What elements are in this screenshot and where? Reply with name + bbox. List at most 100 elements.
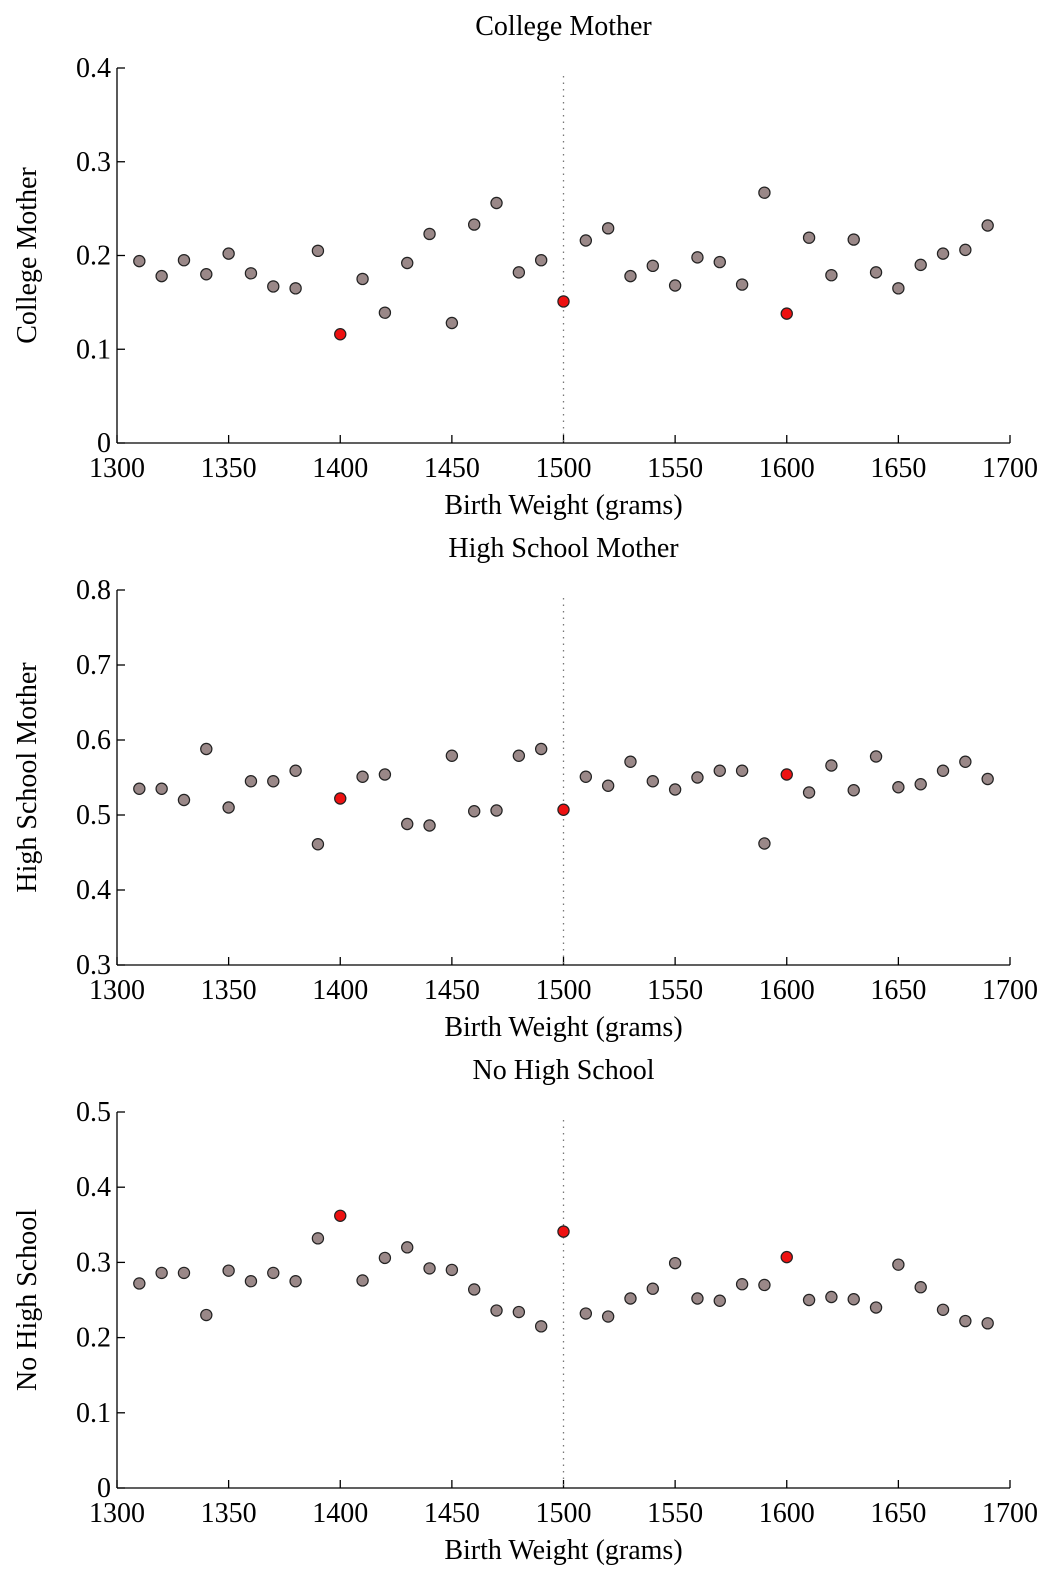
- y-tick-label: 0.2: [76, 241, 111, 272]
- x-tick-label: 1650: [870, 975, 926, 1006]
- data-point: [579, 1307, 593, 1320]
- data-point: [847, 1293, 860, 1306]
- data-point: [713, 764, 726, 777]
- x-tick-label: 1450: [424, 453, 480, 484]
- data-point: [869, 266, 883, 279]
- data-point: [445, 749, 459, 762]
- data-point: [981, 219, 994, 232]
- data-point: [981, 1317, 994, 1330]
- data-point: [200, 742, 213, 756]
- data-point: [267, 280, 280, 293]
- data-point: [981, 772, 994, 786]
- y-tick-label: 0.7: [76, 650, 111, 681]
- data-point: [847, 233, 860, 246]
- data-point: [534, 1320, 548, 1333]
- data-point: [959, 1314, 972, 1328]
- data-point: [423, 227, 436, 241]
- data-point: [311, 1232, 325, 1245]
- y-tick-label: 0.2: [76, 1323, 111, 1354]
- data-point: [735, 1278, 749, 1291]
- x-tick-label: 1700: [982, 1498, 1038, 1529]
- data-point: [177, 793, 191, 807]
- data-point: [869, 750, 883, 763]
- data-point: [289, 764, 302, 777]
- data-point: [133, 1277, 146, 1290]
- data-point: [624, 1292, 637, 1305]
- data-point: [959, 755, 972, 768]
- x-axis-label: Birth Weight (grams): [444, 1535, 682, 1566]
- data-point: [691, 251, 704, 264]
- data-point: [155, 1266, 168, 1280]
- data-point: [445, 1263, 459, 1277]
- data-point: [624, 269, 637, 283]
- data-point: [378, 1251, 392, 1265]
- data-point: [155, 782, 168, 795]
- data-point: [512, 266, 526, 279]
- data-point: [936, 764, 950, 777]
- data-point: [713, 255, 726, 269]
- x-tick-label: 1400: [312, 1498, 368, 1529]
- y-tick-label: 0.5: [76, 800, 111, 831]
- y-tick-label: 0.8: [76, 575, 111, 606]
- y-tick-label: 0.3: [76, 950, 111, 981]
- highlight-point: [334, 328, 347, 341]
- y-tick-label: 0.3: [76, 1247, 111, 1278]
- data-point: [222, 1264, 235, 1277]
- data-point: [468, 1283, 481, 1296]
- data-point: [802, 231, 816, 244]
- x-tick-label: 1450: [424, 1498, 480, 1529]
- x-tick-label: 1600: [759, 1498, 815, 1529]
- highlight-point: [780, 1250, 793, 1264]
- data-point: [914, 778, 927, 791]
- data-point: [311, 838, 325, 851]
- y-tick-label: 0.3: [76, 147, 111, 178]
- chart-title: No High School: [473, 1055, 655, 1086]
- data-point: [133, 782, 146, 795]
- highlight-point: [334, 792, 347, 805]
- y-tick-label: 0.6: [76, 725, 111, 756]
- data-point: [914, 1281, 927, 1294]
- data-point: [490, 804, 503, 817]
- data-point: [289, 282, 302, 295]
- y-tick-label: 0.4: [76, 875, 111, 906]
- highlight-point: [557, 1225, 570, 1238]
- data-point: [601, 779, 615, 792]
- data-point: [356, 770, 369, 783]
- x-tick-label: 1350: [201, 453, 257, 484]
- data-point: [200, 268, 213, 281]
- data-point: [445, 316, 459, 330]
- data-point: [936, 1303, 950, 1316]
- x-tick-label: 1350: [201, 1498, 257, 1529]
- x-tick-label: 1600: [759, 975, 815, 1006]
- data-point: [892, 1258, 905, 1271]
- data-point: [222, 247, 235, 260]
- x-tick-label: 1550: [647, 975, 703, 1006]
- highlight-point: [557, 295, 570, 308]
- data-point: [289, 1274, 302, 1288]
- data-point: [869, 1301, 883, 1314]
- data-point: [512, 749, 526, 762]
- data-point: [155, 269, 168, 283]
- data-point: [401, 1241, 414, 1254]
- data-point: [579, 770, 593, 783]
- y-tick-label: 0: [97, 1473, 111, 1504]
- x-axis-label: Birth Weight (grams): [444, 490, 682, 521]
- data-point: [244, 1274, 258, 1288]
- y-tick-label: 0.5: [76, 1097, 111, 1128]
- data-point: [892, 781, 905, 794]
- data-point: [401, 256, 414, 270]
- x-tick-label: 1550: [647, 1498, 703, 1529]
- data-point: [244, 775, 258, 788]
- data-point: [311, 244, 325, 258]
- data-point: [735, 764, 749, 777]
- x-tick-label: 1650: [870, 1498, 926, 1529]
- data-point: [177, 1266, 191, 1280]
- data-point: [133, 254, 146, 268]
- x-tick-label: 1700: [982, 975, 1038, 1006]
- chart-title: High School Mother: [448, 533, 679, 564]
- x-tick-label: 1400: [312, 975, 368, 1006]
- data-point: [691, 771, 704, 784]
- chart-title: College Mother: [475, 11, 652, 42]
- chart-panel-1: College Mother 0 0.1 0.2 0.3 0.4 1300 1350 1400 1…: [12, 11, 1038, 521]
- highlight-point: [780, 307, 793, 320]
